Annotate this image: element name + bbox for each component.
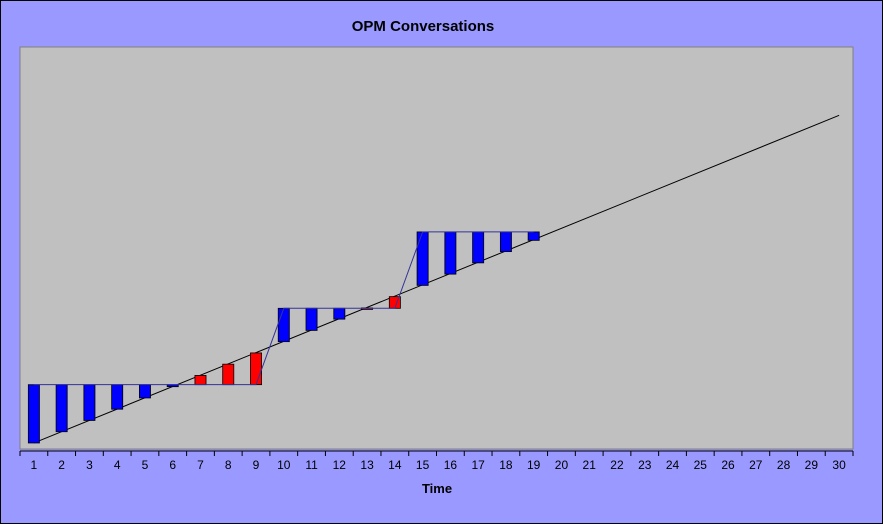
x-tick-label: 20 <box>555 458 569 472</box>
x-tick-label: 21 <box>583 458 597 472</box>
x-axis: 1 2 3 4 5 6 7 8 9 10 11 12 13 14 15 16 17 18 19 20 21 22 23 24 2… <box>19 450 854 472</box>
x-tick-label: 5 <box>142 458 149 472</box>
x-tick-label: 18 <box>499 458 513 472</box>
trend-line <box>33 114 840 444</box>
x-tick-label: 22 <box>610 458 624 472</box>
bar-7 <box>194 375 207 386</box>
x-tick-label: 9 <box>253 458 260 472</box>
x-tick-label: 13 <box>360 458 374 472</box>
x-tick-label: 7 <box>197 458 204 472</box>
x-tick-label: 29 <box>805 458 819 472</box>
x-tick-label: 17 <box>471 458 485 472</box>
bar-18 <box>499 231 512 253</box>
step-line <box>33 231 534 386</box>
bar-2 <box>55 384 68 433</box>
bar-11 <box>305 307 318 331</box>
x-tick-label: 10 <box>277 458 291 472</box>
x-tick-label: 4 <box>114 458 121 472</box>
bar-4 <box>111 384 124 410</box>
bar-10 <box>277 307 290 343</box>
x-axis-title: Time <box>422 481 452 496</box>
bar-8 <box>222 363 235 386</box>
bar-12 <box>333 307 346 320</box>
x-tick-label: 25 <box>694 458 708 472</box>
x-tick-label: 16 <box>444 458 458 472</box>
plot-area <box>19 46 854 450</box>
x-tick-label: 14 <box>388 458 402 472</box>
bar-9 <box>250 352 262 386</box>
chart-marks <box>27 114 840 444</box>
x-tick-label: 6 <box>169 458 176 472</box>
x-tick-label: 12 <box>333 458 347 472</box>
x-tick-label: 8 <box>225 458 232 472</box>
x-tick-label: 11 <box>305 458 318 472</box>
bar-16 <box>444 231 457 275</box>
x-tick-label: 26 <box>721 458 735 472</box>
bar-15 <box>416 231 429 286</box>
x-tick-label: 1 <box>31 458 38 472</box>
bar-5 <box>138 384 151 399</box>
x-tick-label: 3 <box>86 458 93 472</box>
bar-1 <box>27 384 40 444</box>
chart-title: OPM Conversations <box>352 18 495 35</box>
bar-19 <box>527 231 540 241</box>
x-tick-label: 23 <box>638 458 652 472</box>
x-tick-label: 30 <box>832 458 846 472</box>
x-tick-label: 2 <box>58 458 65 472</box>
x-tick-label: 27 <box>749 458 763 472</box>
x-tick-label: 15 <box>416 458 430 472</box>
x-tick-label: 24 <box>666 458 680 472</box>
x-tick-label: 19 <box>527 458 541 472</box>
bar-17 <box>472 231 485 264</box>
x-tick-label: 28 <box>777 458 791 472</box>
bar-3 <box>83 384 96 421</box>
